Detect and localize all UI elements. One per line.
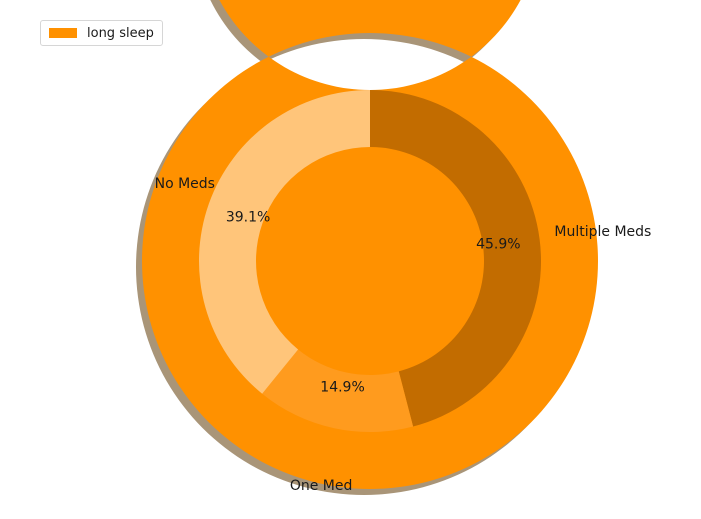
category-label-multiple-meds: Multiple Meds bbox=[554, 224, 651, 240]
percent-labels: 45.9% 14.9% 39.1% bbox=[226, 210, 521, 396]
inner-slice-multiple-meds bbox=[370, 90, 541, 427]
inner-slice-one-med bbox=[262, 349, 414, 433]
inner-slice-no-meds bbox=[199, 90, 370, 394]
percent-label-multiple-meds: 45.9% bbox=[476, 237, 520, 253]
legend-swatch-long-sleep bbox=[49, 28, 77, 38]
legend: long sleep bbox=[40, 20, 163, 46]
category-label-no-meds: No Meds bbox=[155, 176, 215, 192]
inner-ring bbox=[199, 90, 541, 433]
legend-label-long-sleep: long sleep bbox=[87, 25, 154, 41]
category-label-one-med: One Med bbox=[290, 478, 353, 494]
category-labels: Multiple Meds One Med No Meds bbox=[155, 176, 652, 494]
percent-label-one-med: 14.9% bbox=[320, 379, 364, 395]
percent-label-no-meds: 39.1% bbox=[226, 210, 270, 226]
